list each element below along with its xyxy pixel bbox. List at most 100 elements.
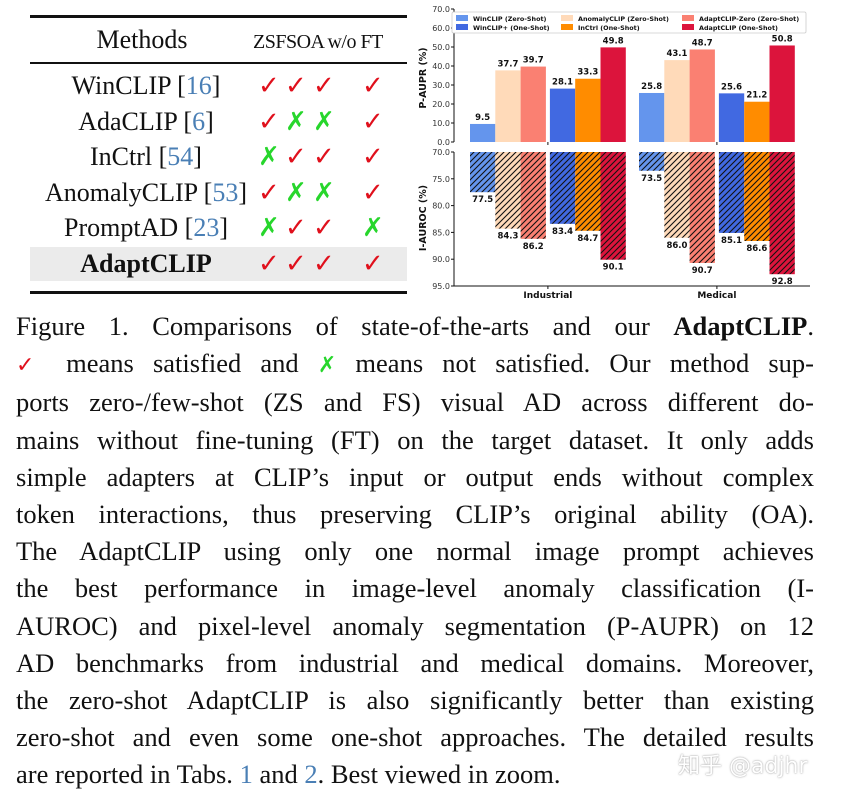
data-label: 39.7 [523,56,544,66]
citation-link[interactable]: 16 [185,71,212,100]
method-label: InCtrl [90,142,159,171]
legend-label: WinCLIP+ (One-Shot) [473,24,550,32]
bar-i-auroc [718,152,745,233]
check-icon: ✓ [313,71,335,101]
bar-p-aupr [689,49,715,142]
caption-line: AD benchmarks from industrial and medica… [16,645,814,682]
legend-label: AnomalyCLIP (Zero-Shot) [578,15,669,23]
data-label: 50.8 [772,34,793,44]
bar-p-aupr [495,70,521,142]
method-label: AnomalyCLIP [45,177,204,207]
bar-p-aupr [664,60,690,142]
check-icon: ✓ [258,248,280,279]
method-name: AdaCLIP [6] [78,106,214,136]
method-label: PromptAD [64,213,185,242]
data-label: 90.1 [603,263,624,273]
caption-line: token interactions, thus preserving CLIP… [16,496,814,533]
caption-line: the best performance in image-level anom… [16,570,814,607]
data-label: 86.2 [523,242,544,252]
y-tick-label: 30.0 [432,81,450,90]
cross-icon: ✗ [258,142,280,172]
caption-line: mains without fine-tuning (FT) on the ta… [16,422,814,459]
legend-swatch [456,15,468,21]
table-row: WinCLIP [16] ✓ ✓ ✓ ✓ [30,69,407,103]
bar-i-auroc [664,152,690,238]
data-label: 21.2 [746,91,767,101]
caption-line: the zero-shot AdaptCLIP is also signific… [16,682,814,719]
bar-p-aupr [549,88,576,142]
check-icon: ✓ [285,213,307,243]
y-tick-label: 95.0 [432,282,450,291]
bar-i-auroc [495,152,521,229]
y-tick-label: 0.0 [437,138,450,147]
method-name: WinCLIP [16] [71,71,221,100]
caption-line: AUROC) and pixel-level anomaly segmentat… [16,608,814,645]
table-row: InCtrl [54] ✗ ✓ ✓ ✓ [30,140,407,174]
cross-icon: ✗ [313,106,335,137]
y-tick-label: 70.0 [432,148,450,157]
y-tick-label: 85.0 [432,228,450,237]
caption-text: . Best viewed in zoom. [317,759,561,790]
caption-text: simple adapters at CLIP’s input or outpu… [16,461,814,492]
data-label: 28.1 [552,78,573,88]
data-label: 33.3 [577,68,598,78]
bar-i-auroc [639,152,665,171]
citation-link[interactable]: 23 [193,213,220,242]
bar-i-auroc [520,152,546,239]
bar-i-auroc [769,152,795,275]
legend-label: AdaptCLIP (One-Shot) [699,24,778,32]
caption-text: AD benchmarks from industrial and medica… [16,647,814,678]
check-icon: ✓ [258,71,280,101]
data-label: 86.6 [746,244,767,254]
y-tick-label: 75.0 [432,175,450,184]
cross-icon: ✗ [317,353,337,379]
legend-swatch [682,15,694,21]
method-name: InCtrl [54] [90,142,202,171]
data-label: 48.7 [692,38,713,48]
check-icon: ✓ [313,142,335,172]
data-label: 9.5 [475,113,490,123]
data-label: 90.7 [692,266,713,276]
check-icon: ✓ [285,248,307,279]
citation-link[interactable]: 6 [192,106,206,136]
bar-p-aupr [718,93,745,142]
table-row: AdaCLIP [6] ✓ ✗ ✗ ✓ [30,105,407,139]
legend-swatch [456,24,468,30]
caption-line: ports zero-/few-shot (ZS and FS) visual … [16,384,814,421]
citation-link[interactable]: 53 [212,177,239,207]
caption-text: The AdaptCLIP using only one normal imag… [16,536,814,567]
table-reference-link[interactable]: 1 [239,759,253,790]
header-wo-ft: w/o FT [327,31,383,53]
data-label: 37.7 [497,59,518,69]
check-icon: ✓ [362,106,384,137]
citation-link[interactable]: 54 [167,142,194,171]
caption-text: mains without fine-tuning (FT) on the ta… [16,424,814,455]
header-criteria: ZSFSOA w/o FT [253,31,383,54]
cross-icon: ✗ [313,177,335,208]
legend-label: InCtrl (One-Shot) [578,24,640,32]
caption-text: and [252,759,305,790]
table-row: AdaptCLIP ✓ ✓ ✓ ✓ [30,246,407,281]
figure-caption: Figure 1. Comparisons of state-of-the-ar… [16,308,814,794]
header-methods: Methods [96,25,188,54]
cross-icon: ✗ [258,213,280,243]
table-reference-link[interactable]: 2 [304,759,318,790]
data-label: 43.1 [666,49,687,59]
caption-text: AUROC) and pixel-level anomaly segmentat… [16,610,814,641]
header-zs: ZS [253,31,276,53]
caption-text: Figure 1. Comparisons of state-of-the-ar… [16,311,674,341]
performance-chart: 9.5 77.5 37.7 84.3 39.7 86.2 28.1 83.4 33.3 84.7 4… [418,5,810,300]
method-name: PromptAD [23] [64,213,228,242]
check-icon: ✓ [285,71,307,101]
bar-i-auroc [575,152,601,231]
data-label: 83.4 [552,227,573,237]
bar-i-auroc [600,152,626,260]
watermark: 知乎 @adjhr [678,754,808,779]
caption-text: token interactions, thus preserving CLIP… [16,499,814,530]
bar-p-aupr [639,92,665,142]
bar-p-aupr [769,45,795,143]
legend-swatch [561,24,573,30]
caption-line: Figure 1. Comparisons of state-of-the-ar… [16,308,814,345]
y-tick-label: 90.0 [432,255,450,264]
y-axis-label-p-aupr: P-AUPR (%) [418,47,429,108]
